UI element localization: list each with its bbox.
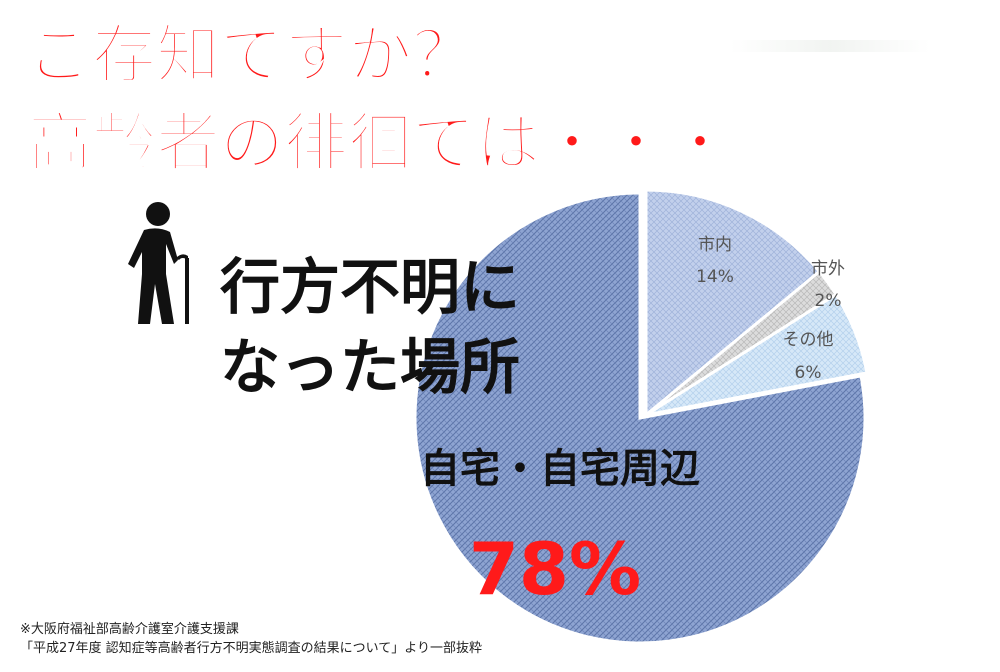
faint-background-mark [730, 40, 930, 52]
slice-other-name-label: その他 [783, 330, 834, 350]
slice-city-name-label: 市内 [698, 235, 732, 255]
slice-city-value-label: 14% [696, 267, 734, 287]
subject-line-2: なった場所 [220, 333, 520, 403]
slice-other-value-label: 6% [795, 363, 822, 383]
headline-line-1: ご存知ですか？ [27, 19, 477, 93]
slice-outside-city-value-label: 2% [815, 291, 842, 311]
headline-line-2: 高齢者の徘徊では・・・ [27, 107, 733, 181]
subject-line-1: 行方不明に [220, 253, 520, 323]
source-note: ※大阪府福祉部高齢介護室介護支援課 「平成27年度 認知症等高齢者行方不明実態調… [20, 620, 482, 658]
slice-other [645, 292, 869, 417]
slice-home [413, 191, 867, 645]
slice-city [644, 188, 822, 419]
elderly-person-with-cane-icon [128, 202, 189, 324]
slice-home-value-label: 78% [469, 527, 641, 611]
source-line-2: 「平成27年度 認知症等高齢者行方不明実態調査の結果について」より一部抜粋 [20, 641, 483, 656]
slice-home-name-label: 自宅・自宅周辺 [420, 446, 700, 492]
slice-outside-city-name-label: 市外 [811, 259, 845, 279]
source-line-1: ※大阪府福祉部高齢介護室介護支援課 [20, 622, 239, 637]
